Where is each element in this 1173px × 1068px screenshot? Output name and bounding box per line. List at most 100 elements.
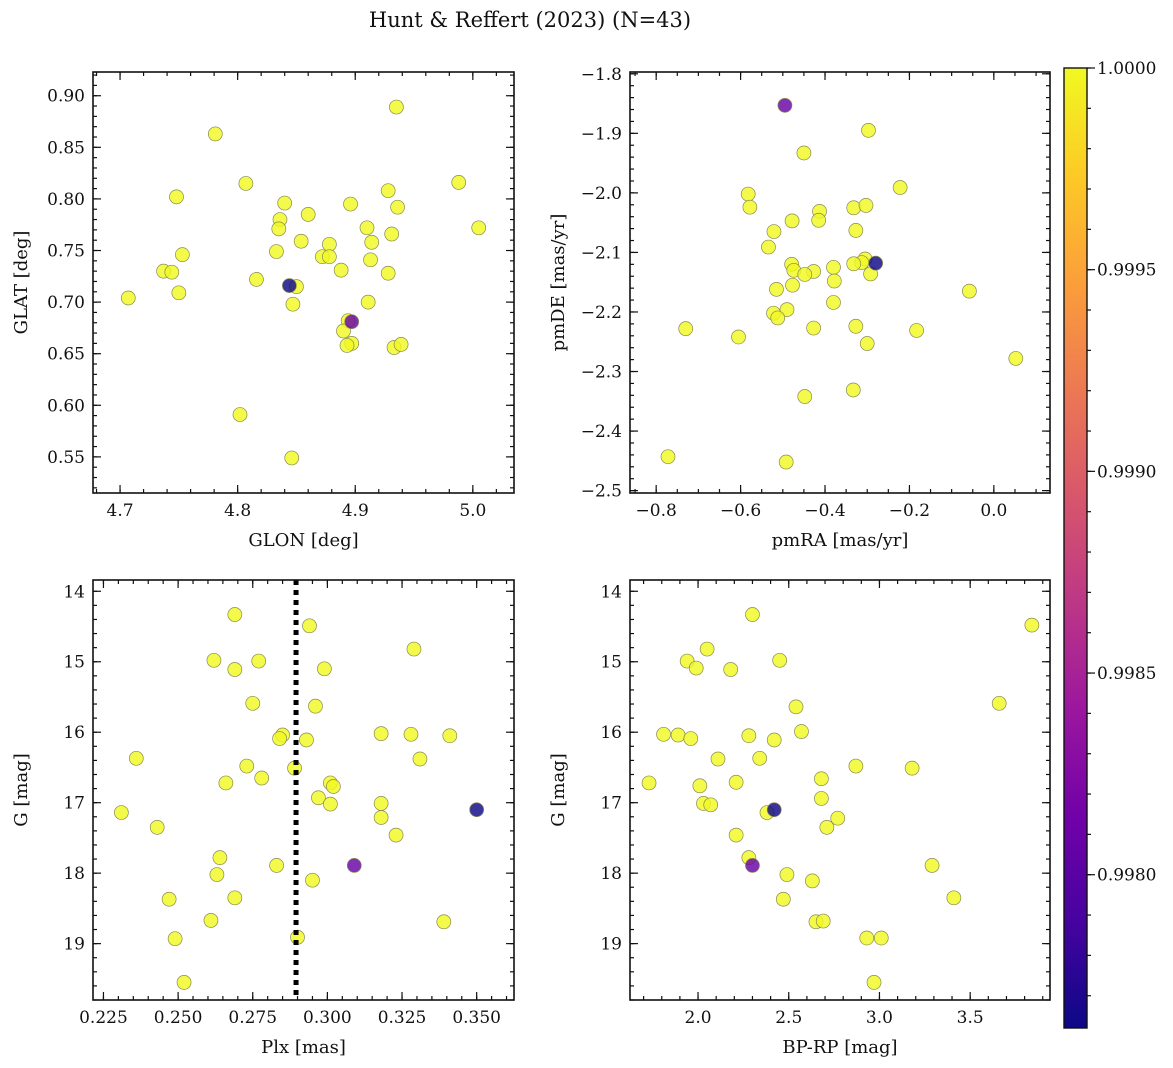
data-point [826, 259, 841, 275]
data-point [778, 454, 794, 470]
y-tick-label: 0.85 [47, 138, 85, 158]
x-tick-label: 3.5 [957, 1008, 984, 1028]
data-point [826, 295, 841, 310]
data-point [227, 890, 243, 906]
data-point [359, 220, 375, 236]
data-point [169, 189, 184, 205]
y-tick-label: −2.3 [581, 363, 622, 383]
y-tick-label: 18 [600, 864, 622, 884]
data-point [924, 858, 940, 873]
data-point [322, 236, 337, 252]
data-point [1008, 351, 1024, 366]
data-point [436, 914, 452, 930]
x-tick-label: 0.250 [154, 1008, 203, 1028]
data-point [412, 751, 428, 767]
data-point [469, 802, 485, 818]
data-point [232, 407, 248, 422]
panel-proper-motion: −0.8 −0.6 −0.4 −0.2 0.0 −2.5 −2.4 −2.3 −2.2 −2.1 −… [548, 65, 1051, 551]
x-tick-label: 0.350 [452, 1008, 501, 1028]
data-point [745, 607, 760, 622]
data-point [656, 726, 671, 742]
data-point [380, 265, 396, 281]
colorbar: 0.9980 0.9985 0.9990 0.9995 1.0000 [1063, 59, 1156, 1029]
data-point [752, 750, 768, 766]
data-point [272, 731, 287, 746]
data-point [389, 99, 404, 115]
x-tick-label: 2.0 [685, 1008, 712, 1028]
y-tick-label: 16 [600, 723, 622, 743]
data-point [393, 337, 409, 352]
data-point [373, 810, 389, 825]
data-point [797, 389, 813, 404]
data-point [373, 796, 389, 811]
data-point [176, 975, 192, 990]
data-point [745, 858, 760, 873]
y-axis-label: GLAT [deg] [11, 231, 32, 335]
y-axis-label: pmDE [mas/yr] [548, 214, 569, 352]
colorbar-tick-label: 0.9980 [1097, 866, 1156, 886]
data-point [245, 695, 261, 711]
data-point [293, 233, 309, 249]
y-axis-label: G [mag] [548, 753, 569, 826]
data-point [207, 126, 223, 142]
data-point [909, 323, 924, 338]
y-tick-label: 0.75 [47, 242, 85, 262]
y-tick-label: −2.4 [581, 422, 622, 442]
data-point [249, 272, 264, 287]
data-point [962, 283, 977, 299]
data-point [323, 796, 338, 812]
data-point [175, 247, 190, 262]
data-point [815, 913, 831, 929]
data-point [269, 858, 284, 873]
y-tick-label: 0.70 [47, 293, 85, 313]
data-point [814, 791, 829, 806]
x-tick-label: 0.275 [228, 1008, 277, 1028]
x-tick-label: −0.2 [889, 501, 930, 521]
data-point [859, 930, 875, 946]
data-point [282, 278, 297, 293]
data-point [848, 223, 864, 238]
x-axis-label: pmRA [mas/yr] [772, 530, 909, 551]
data-layer [660, 97, 1024, 470]
data-point [344, 314, 360, 330]
x-tick-label: 2.5 [775, 1008, 802, 1028]
data-point [171, 285, 187, 301]
data-point [317, 661, 332, 677]
y-tick-label: 18 [63, 864, 85, 884]
data-point [766, 224, 782, 239]
y-tick-label: −2.0 [581, 184, 622, 204]
data-point [277, 195, 293, 211]
panel-color-magnitude: 2.0 2.5 3.0 3.5 14 15 16 17 18 19 BP-RP [mag] G [ma… [548, 579, 1051, 1058]
data-point [322, 249, 337, 265]
data-point [797, 267, 813, 282]
data-point [814, 771, 829, 787]
data-point [692, 778, 708, 794]
data-point [284, 450, 300, 466]
data-point [269, 244, 284, 259]
data-point [212, 850, 228, 866]
data-point [848, 758, 864, 774]
data-point [326, 779, 341, 794]
data-point [641, 775, 657, 791]
plot-frame [92, 579, 515, 1001]
data-point [777, 97, 793, 113]
data-point [308, 698, 323, 714]
data-point [380, 183, 396, 199]
colorbar-tick-label: 0.9995 [1097, 261, 1156, 281]
data-point [826, 273, 842, 289]
data-point [670, 727, 686, 743]
data-point [788, 699, 804, 715]
colorbar-tick-label: 0.9985 [1097, 664, 1156, 684]
data-point [710, 751, 726, 767]
data-point [740, 186, 756, 202]
y-tick-label: 0.65 [47, 345, 85, 365]
data-point [302, 618, 317, 634]
data-point [346, 858, 362, 873]
data-point [784, 213, 800, 229]
data-point [251, 653, 267, 669]
data-point [388, 827, 404, 843]
data-point [819, 819, 835, 835]
data-point [390, 199, 405, 215]
data-point [892, 180, 908, 195]
data-point [238, 176, 254, 191]
